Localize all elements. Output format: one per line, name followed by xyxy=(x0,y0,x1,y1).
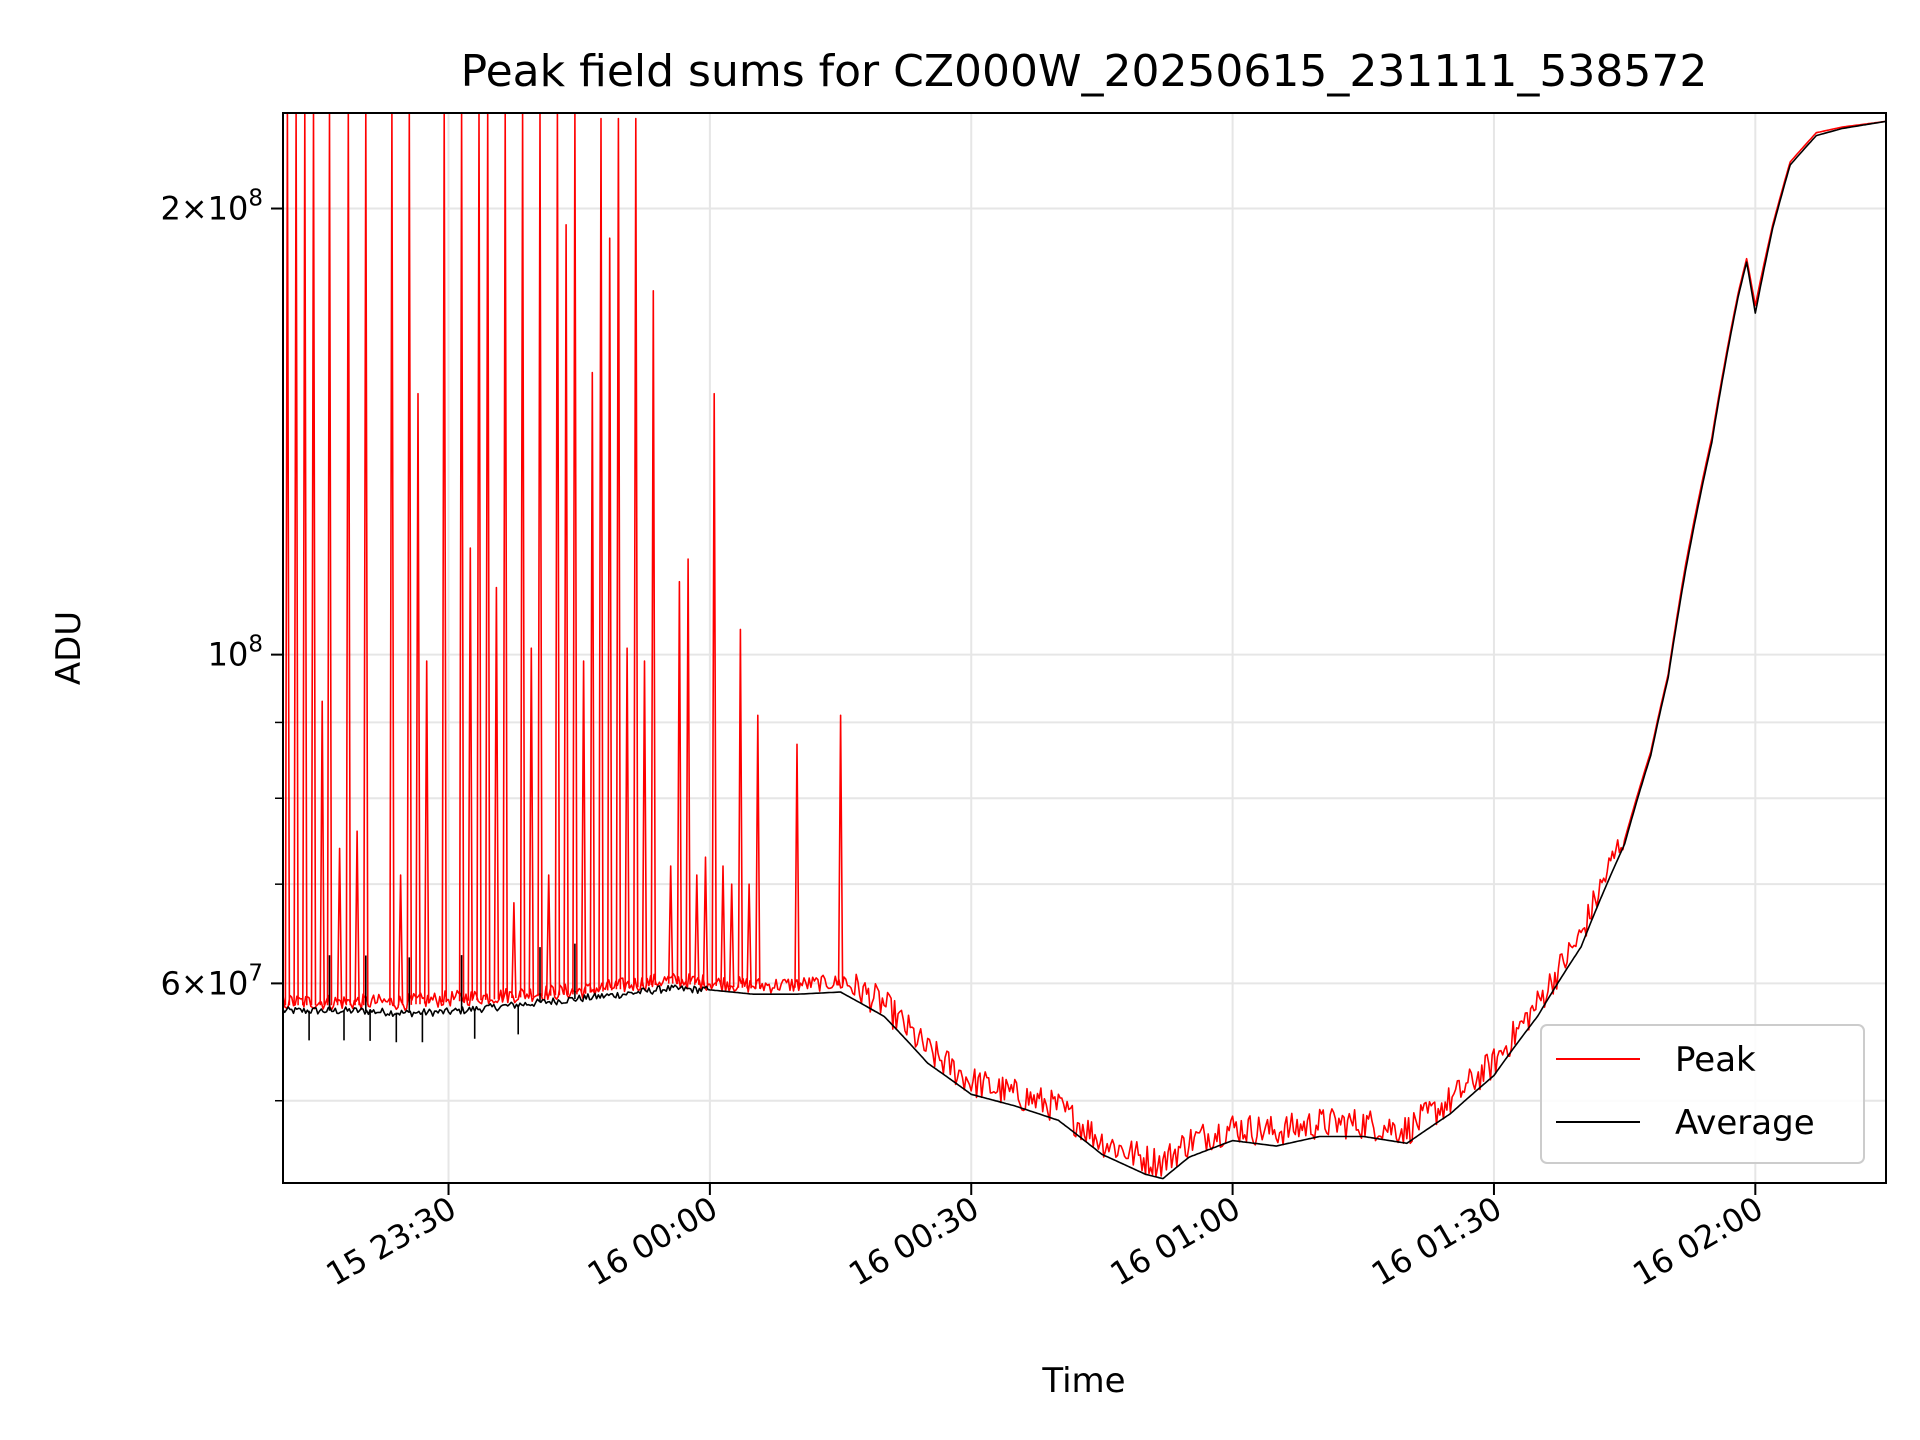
y-tick-label: 2×108 xyxy=(160,186,263,228)
y-tick-label: 108 xyxy=(208,632,263,674)
plot-series xyxy=(283,113,1886,1180)
legend-label-average: Average xyxy=(1675,1103,1815,1143)
grid xyxy=(283,113,1886,1183)
y-tick-label: 6×107 xyxy=(160,960,263,1002)
series-line-average xyxy=(283,120,1886,1180)
y-axis: 6×107 108 2×108 xyxy=(160,186,283,1102)
legend: Peak Average xyxy=(1540,1024,1865,1164)
y-axis-label: ADU xyxy=(49,611,89,685)
legend-label-peak: Peak xyxy=(1675,1040,1756,1080)
series-line-peak xyxy=(283,113,1886,1178)
x-axis-label: Time xyxy=(1041,1361,1125,1401)
chart-title: Peak field sums for CZ000W_20250615_2311… xyxy=(461,46,1708,97)
plot-frame xyxy=(282,112,1887,1184)
